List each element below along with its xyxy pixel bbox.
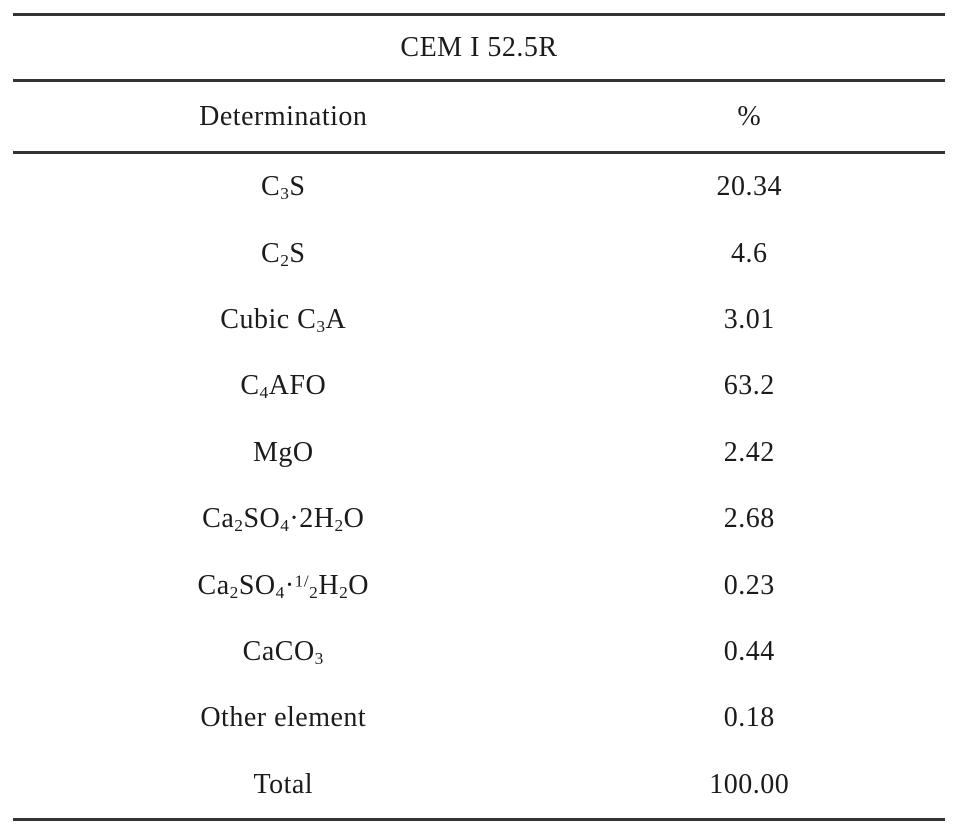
row-label: Ca2SO4·2H2O [202,503,365,535]
row-label: Cubic C3A [220,303,347,336]
table-row: MgO 2.42 [13,420,945,486]
row-value: 63.2 [723,370,775,402]
table-title-row: CEM I 52.5R [13,16,945,79]
header-cell-percent: % [554,82,945,151]
table-row: Other element 0.18 [13,685,945,751]
table-header-row: Determination % [13,82,945,151]
row-value: 2.42 [723,436,775,468]
table-body: C3S 20.34 C2S 4.6 Cubic C3A 3.01 C4AFO 63.2 MgO 2… [13,154,945,818]
table-row: C4AFO 63.2 [13,353,945,419]
row-label: Other element [200,702,367,734]
table-row: Ca2SO4·1/2H2O 0.23 [13,552,945,618]
header-cell-determination: Determination [13,82,554,151]
composition-table: CEM I 52.5R Determination % C3S 20.34 C2S 4… [13,13,945,821]
row-label: C2S [261,237,306,270]
column-header-label: Determination [199,100,368,132]
row-label: Total [253,768,314,800]
row-label: MgO [252,436,314,468]
table-row: C3S 20.34 [13,154,945,220]
bottom-rule [13,817,945,821]
table-row: Total 100.00 [13,752,945,818]
row-label: Ca2SO4·1/2H2O [197,569,369,602]
title-divider-rule [13,79,945,82]
row-label: C3S [261,171,306,203]
row-value: 100.00 [709,768,790,800]
row-value: 4.6 [731,237,768,269]
row-value: 0.18 [723,702,775,734]
table-row: C2S 4.6 [13,220,945,286]
top-rule [13,13,945,16]
row-value: 0.23 [723,569,775,601]
table-row: Cubic C3A 3.01 [13,287,945,353]
column-header-label: % [737,100,762,132]
table-title: CEM I 52.5R [400,31,558,63]
table-row: CaCO3 0.44 [13,619,945,685]
row-value: 3.01 [723,303,775,335]
row-label: CaCO3 [242,635,324,668]
row-value: 20.34 [716,171,783,203]
row-value: 2.68 [723,503,775,535]
table-row: Ca2SO4·2H2O 2.68 [13,486,945,552]
row-value: 0.44 [723,635,775,667]
header-divider-rule [13,151,945,154]
row-label: C4AFO [240,370,327,403]
